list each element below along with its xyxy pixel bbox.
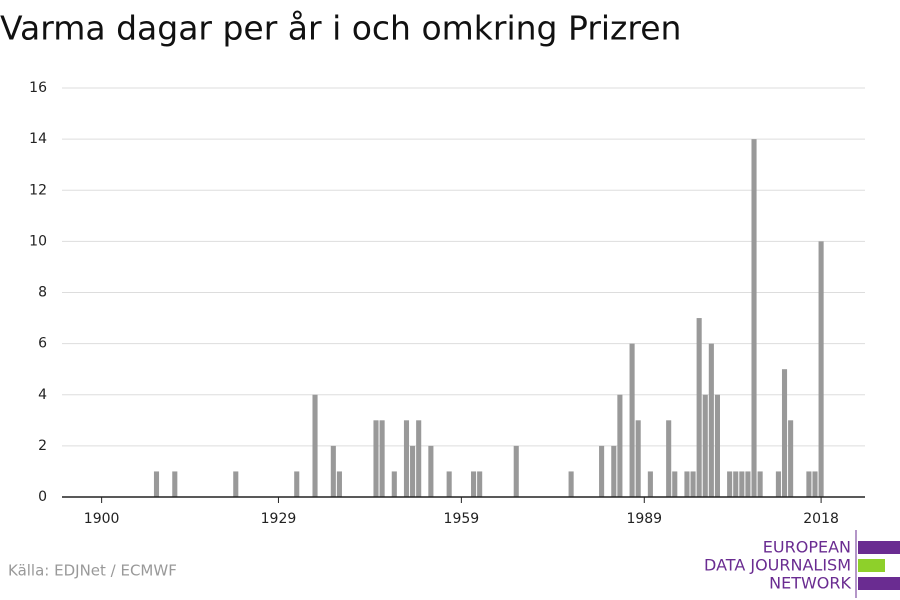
y-tick-label: 12 [29, 182, 47, 198]
bar [702, 394, 708, 497]
bar [775, 471, 781, 497]
logo-text: NETWORK [769, 574, 851, 593]
x-tick-label: 1900 [84, 511, 120, 527]
bar [635, 420, 641, 497]
bar [812, 471, 818, 497]
y-tick-label: 4 [38, 387, 47, 403]
y-tick-label: 8 [38, 285, 47, 301]
bar [233, 471, 239, 497]
y-tick-label: 14 [29, 131, 47, 147]
bar [690, 471, 696, 497]
bar [391, 471, 397, 497]
bar [739, 471, 745, 497]
bar [373, 420, 379, 497]
bar [751, 139, 757, 497]
bar [611, 445, 617, 497]
logo-bar [858, 577, 900, 590]
bar [757, 471, 763, 497]
bar [647, 471, 653, 497]
bar [312, 394, 318, 497]
bar [471, 471, 477, 497]
bar [568, 471, 574, 497]
bar [153, 471, 160, 497]
x-tick-label: 1929 [261, 511, 297, 527]
bar [599, 445, 605, 497]
bar [696, 318, 702, 497]
bar [477, 471, 483, 497]
bar [781, 369, 788, 497]
bar [330, 445, 336, 497]
logo-text: EUROPEAN [763, 538, 851, 557]
x-tick-label: 1989 [626, 511, 662, 527]
bar [294, 471, 300, 497]
bar [403, 420, 410, 497]
chart-title: Varma dagar per år i och omkring Prizren [0, 9, 681, 48]
bar [416, 420, 422, 497]
bar [617, 394, 623, 497]
y-tick-label: 2 [38, 438, 47, 454]
bar [727, 471, 733, 497]
y-tick-label: 16 [29, 80, 47, 96]
x-tick-label: 2018 [803, 511, 839, 527]
bar [714, 394, 720, 497]
bar [733, 471, 739, 497]
bar [446, 471, 452, 497]
bar [818, 241, 824, 497]
bar [745, 471, 751, 497]
x-tick-label: 1959 [444, 511, 480, 527]
bar [666, 420, 672, 497]
bar [336, 471, 342, 497]
logo-text: DATA JOURNALISM [704, 556, 851, 575]
bar [513, 445, 519, 497]
y-tick-label: 6 [38, 336, 47, 352]
bar [708, 343, 714, 497]
source: Källa: EDJNet / ECMWF [8, 562, 177, 580]
y-tick-label: 0 [38, 489, 47, 505]
bar [428, 445, 434, 497]
bar [806, 471, 812, 497]
logo-bar [858, 541, 900, 554]
y-tick-label: 10 [29, 233, 47, 249]
logo-bar [858, 559, 885, 572]
bar [410, 445, 416, 497]
bar [172, 471, 178, 497]
bar [684, 471, 690, 497]
bar [672, 471, 678, 497]
bar [379, 420, 385, 497]
bar [629, 343, 635, 497]
bar [788, 420, 794, 497]
